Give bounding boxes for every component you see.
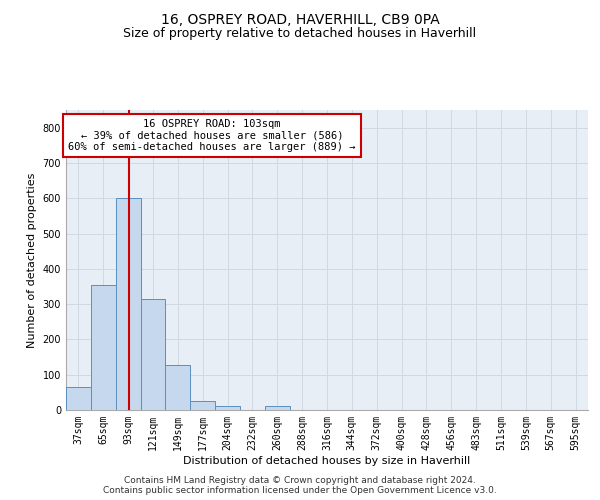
Text: Contains HM Land Registry data © Crown copyright and database right 2024.
Contai: Contains HM Land Registry data © Crown c…: [103, 476, 497, 495]
Bar: [265, 406, 290, 410]
Text: 16 OSPREY ROAD: 103sqm
← 39% of detached houses are smaller (586)
60% of semi-de: 16 OSPREY ROAD: 103sqm ← 39% of detached…: [68, 119, 356, 152]
Bar: [91, 284, 116, 410]
Bar: [140, 299, 166, 410]
Bar: [116, 198, 140, 410]
Text: 16, OSPREY ROAD, HAVERHILL, CB9 0PA: 16, OSPREY ROAD, HAVERHILL, CB9 0PA: [161, 12, 439, 26]
Text: Size of property relative to detached houses in Haverhill: Size of property relative to detached ho…: [124, 28, 476, 40]
Bar: [190, 401, 215, 410]
X-axis label: Distribution of detached houses by size in Haverhill: Distribution of detached houses by size …: [184, 456, 470, 466]
Y-axis label: Number of detached properties: Number of detached properties: [27, 172, 37, 348]
Bar: [166, 365, 190, 410]
Bar: [215, 406, 240, 410]
Bar: [66, 387, 91, 410]
